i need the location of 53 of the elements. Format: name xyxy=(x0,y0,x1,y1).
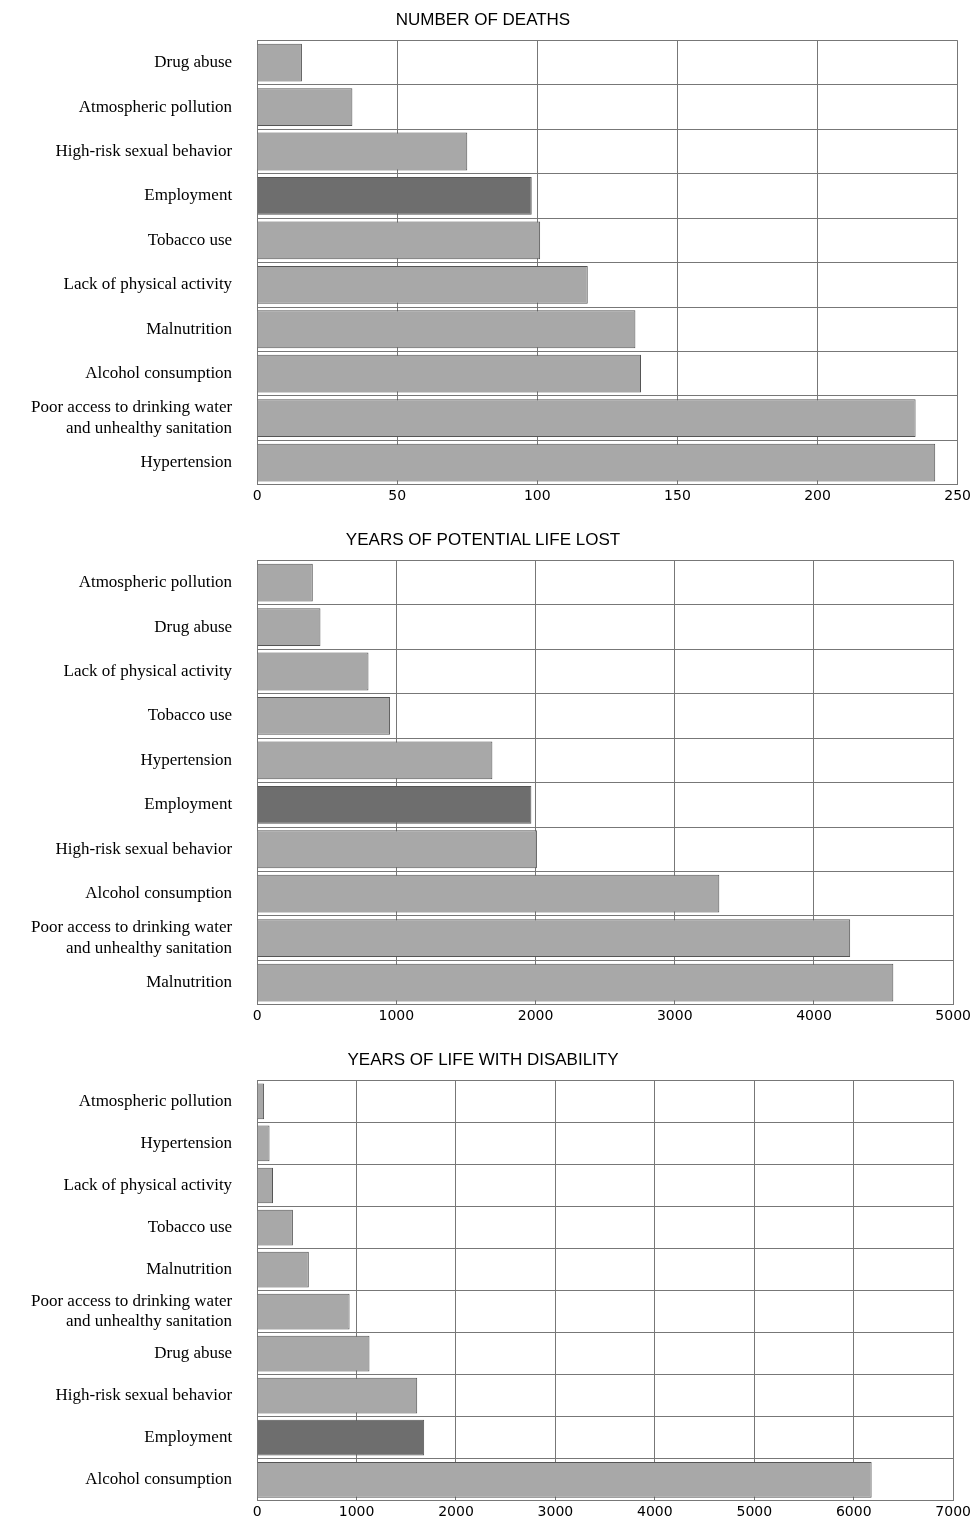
chart-title: YEARS OF LIFE WITH DISABILITY xyxy=(347,1049,619,1069)
x-tick-label: 4000 xyxy=(796,1006,832,1023)
y-tick-label: Drug abuse xyxy=(154,52,233,72)
y-tick-label: Atmospheric pollution xyxy=(78,1090,233,1110)
y-tick-label: Drug abuse xyxy=(154,1343,233,1363)
x-tick-label: 150 xyxy=(664,486,691,503)
x-tick-label: 50 xyxy=(388,486,407,503)
y-tick-label: Tobacco use xyxy=(147,229,233,249)
y-tick-label: Atmospheric pollution xyxy=(78,96,233,116)
x-tick-label: 0 xyxy=(252,1006,262,1023)
y-tick-label: Tobacco use xyxy=(147,1217,233,1237)
chart-title: YEARS OF POTENTIAL LIFE LOST xyxy=(345,529,621,549)
x-tick-label: 0 xyxy=(252,486,262,503)
x-tick-label: 3000 xyxy=(537,1502,574,1519)
x-tick-label: 4000 xyxy=(637,1502,673,1519)
y-tick-label: Drug abuse xyxy=(154,616,233,636)
x-tick-label: 5000 xyxy=(935,1006,972,1023)
x-tick-label: 100 xyxy=(523,486,551,503)
y-tick-label: Atmospheric pollution xyxy=(78,572,233,592)
x-tick-label: 200 xyxy=(804,486,831,503)
y-tick-label: Hypertension xyxy=(140,1132,233,1152)
y-tick-label: Lack of physical activity xyxy=(63,274,233,294)
chart-title: NUMBER OF DEATHS xyxy=(395,9,571,29)
y-tick-label: Poor access to drinking water and unhealthy sanitation xyxy=(30,397,233,437)
y-tick-label: High-risk sexual behavior xyxy=(55,1385,233,1405)
y-tick-label: Employment xyxy=(144,185,233,205)
x-tick-label: 0 xyxy=(252,1502,262,1519)
y-tick-label: Employment xyxy=(144,794,233,814)
y-tick-label: Malnutrition xyxy=(146,972,233,992)
y-tick-label: Hypertension xyxy=(140,749,233,769)
y-tick-label: Tobacco use xyxy=(147,705,233,725)
x-tick-label: 7000 xyxy=(935,1502,972,1519)
y-tick-label: Lack of physical activity xyxy=(63,1174,233,1194)
y-tick-label: Employment xyxy=(144,1427,233,1447)
y-tick-label: Alcohol consumption xyxy=(85,883,233,903)
x-tick-label: 6000 xyxy=(835,1502,872,1519)
x-tick-label: 2000 xyxy=(517,1006,554,1023)
y-tick-label: Malnutrition xyxy=(146,1259,233,1279)
x-tick-label: 1000 xyxy=(338,1502,375,1519)
x-tick-label: 1000 xyxy=(378,1006,415,1023)
y-tick-label: High-risk sexual behavior xyxy=(55,140,233,160)
y-tick-label: Poor access to drinking water and unhealthy sanitation xyxy=(30,917,233,957)
x-tick-label: 3000 xyxy=(656,1006,693,1023)
y-tick-label: Alcohol consumption xyxy=(85,1469,233,1489)
y-tick-label: Poor access to drinking water and unhealthy sanitation xyxy=(30,1290,233,1331)
y-tick-label: Lack of physical activity xyxy=(63,660,233,680)
y-tick-label: Alcohol consumption xyxy=(85,363,233,383)
y-tick-label: Hypertension xyxy=(140,452,233,472)
x-tick-label: 2000 xyxy=(438,1502,474,1519)
y-tick-label: High-risk sexual behavior xyxy=(55,838,233,858)
y-tick-label: Malnutrition xyxy=(146,318,233,338)
x-tick-label: 5000 xyxy=(736,1502,773,1519)
x-tick-label: 250 xyxy=(944,486,972,503)
